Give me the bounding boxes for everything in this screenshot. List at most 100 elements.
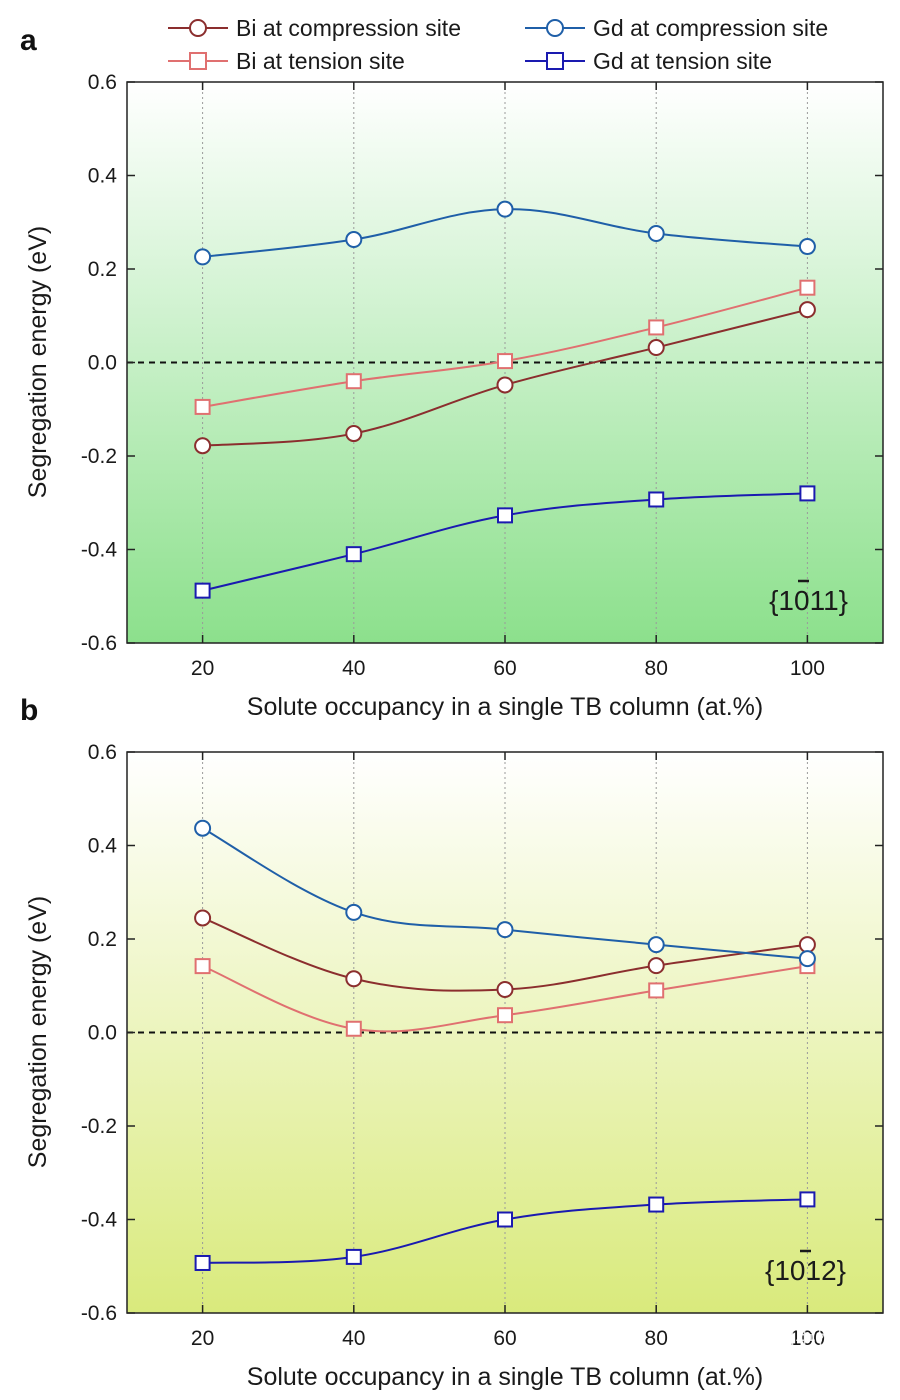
watermark: 重庆大学图书馆 — [639, 1324, 837, 1356]
ticks-b: 20 40 60 80 100 0.6 0.4 0.2 0.0 -0.2 -0.4 -0.6 — [81, 741, 883, 1350]
y-tick-label-1: 0.4 — [88, 835, 118, 858]
series-bi-at-compression-site — [194, 909, 816, 998]
data-point-bi-at-compression-site-40 — [345, 970, 363, 988]
series-bi-at-compression-site — [194, 301, 816, 455]
y-axis-label-b: Segregation energy (eV) — [24, 896, 52, 1168]
y-tick-label-0: 0.6 — [88, 71, 117, 94]
legend-marker-bi-tension — [189, 52, 207, 70]
x-axis-label-a: Solute occupancy in a single TB column (… — [247, 693, 763, 721]
watermark-logo-icon — [639, 1324, 671, 1356]
panel-a: a 20 40 60 80 100 0.6 0.4 0.2 0.0 -0.2 -0.4 -0.6 {1… — [20, 24, 884, 721]
data-point-gd-at-compression-site-80 — [647, 224, 665, 242]
watermark-text: 重庆大学图书馆 — [690, 1330, 837, 1353]
data-point-bi-at-tension-site-80 — [648, 319, 665, 336]
legend-item-bi-tension: Bi at tension site — [168, 48, 405, 74]
panel-b: b 20 40 60 80 100 0.6 0.4 0.2 0.0 -0.2 -0.4 -0.6 {1… — [20, 694, 884, 1391]
series-gd-at-tension-site — [194, 1191, 816, 1271]
ticks-a: 20 40 60 80 100 0.6 0.4 0.2 0.0 -0.2 -0.4 -0.6 — [81, 71, 883, 680]
facet-label-a: {1011} — [769, 585, 848, 616]
series-gd-at-compression-site — [194, 200, 816, 266]
data-point-gd-at-compression-site-60 — [496, 200, 514, 218]
series-group-b — [194, 819, 816, 1271]
x-axis-label-b: Solute occupancy in a single TB column (… — [247, 1363, 763, 1391]
x-tick-label-2: 60 — [493, 657, 516, 680]
y-tick-label-3: 0.0 — [88, 1022, 117, 1045]
data-point-bi-at-compression-site-20 — [194, 437, 212, 455]
data-point-bi-at-tension-site-20 — [194, 398, 211, 415]
y-tick-label-1: 0.4 — [88, 165, 118, 188]
data-point-gd-at-tension-site-100 — [799, 485, 816, 502]
data-point-gd-at-tension-site-40 — [345, 1248, 362, 1265]
panel-letter-a: a — [20, 24, 37, 57]
data-point-gd-at-compression-site-60 — [496, 921, 514, 939]
data-point-bi-at-compression-site-60 — [496, 980, 514, 998]
data-point-gd-at-tension-site-20 — [194, 582, 211, 599]
y-tick-label-2: 0.2 — [88, 928, 117, 951]
series-bi-at-tension-site — [194, 958, 816, 1037]
x-tick-label-4: 100 — [790, 1327, 825, 1350]
x-tick-label-4: 100 — [790, 657, 825, 680]
facet-overbar-digit-a1: 1 — [810, 585, 825, 616]
data-point-bi-at-tension-site-100 — [799, 279, 816, 296]
x-tick-label-3: 80 — [645, 657, 668, 680]
data-point-bi-at-tension-site-40 — [345, 1020, 362, 1037]
data-point-gd-at-tension-site-80 — [648, 1196, 665, 1213]
y-tick-label-6: -0.6 — [81, 632, 117, 655]
series-gd-at-compression-site — [194, 819, 816, 968]
data-point-gd-at-tension-site-40 — [345, 546, 362, 563]
x-tick-label-0: 20 — [191, 1327, 214, 1350]
y-tick-label-4: -0.2 — [81, 1115, 117, 1138]
legend-marker-gd-tension — [546, 52, 564, 70]
y-tick-label-0: 0.6 — [88, 741, 117, 764]
legend-item-bi-compression: Bi at compression site — [168, 15, 461, 41]
y-tick-label-5: -0.4 — [81, 539, 118, 562]
legend-label-gd-compression: Gd at compression site — [593, 15, 828, 41]
data-point-bi-at-compression-site-100 — [798, 301, 816, 319]
data-point-gd-at-compression-site-20 — [194, 819, 212, 837]
data-point-bi-at-tension-site-80 — [648, 982, 665, 999]
x-tick-label-3: 80 — [645, 1327, 668, 1350]
data-point-bi-at-tension-site-60 — [497, 353, 513, 370]
data-point-gd-at-tension-site-60 — [497, 1211, 513, 1228]
legend-label-gd-tension: Gd at tension site — [593, 48, 772, 74]
data-point-gd-at-tension-site-100 — [799, 1191, 816, 1208]
data-point-gd-at-compression-site-80 — [647, 936, 665, 954]
x-tick-label-1: 40 — [342, 1327, 365, 1350]
data-point-bi-at-tension-site-40 — [345, 373, 362, 390]
panel-letter-b: b — [20, 694, 38, 727]
data-point-gd-at-tension-site-60 — [497, 507, 513, 524]
data-point-bi-at-compression-site-60 — [496, 376, 514, 394]
data-point-bi-at-tension-site-60 — [497, 1007, 513, 1024]
x-tick-label-0: 20 — [191, 657, 214, 680]
data-point-gd-at-compression-site-100 — [798, 238, 816, 256]
data-point-gd-at-compression-site-40 — [345, 903, 363, 921]
legend-marker-gd-compression — [546, 19, 564, 37]
data-point-gd-at-compression-site-40 — [345, 231, 363, 249]
data-point-gd-at-tension-site-20 — [194, 1254, 211, 1271]
y-axis-label-a: Segregation energy (eV) — [24, 226, 52, 498]
legend-marker-bi-compression — [189, 19, 207, 37]
legend-item-gd-compression: Gd at compression site — [525, 15, 828, 41]
y-tick-label-5: -0.4 — [81, 1209, 118, 1232]
series-bi-at-tension-site — [194, 279, 816, 415]
data-point-bi-at-tension-site-20 — [194, 958, 211, 975]
series-group-a — [194, 200, 816, 599]
data-point-gd-at-tension-site-80 — [648, 491, 665, 508]
y-tick-label-6: -0.6 — [81, 1302, 117, 1325]
x-tick-label-1: 40 — [342, 657, 365, 680]
y-tick-label-3: 0.0 — [88, 352, 117, 375]
x-tick-label-2: 60 — [493, 1327, 516, 1350]
data-point-bi-at-compression-site-40 — [345, 425, 363, 443]
data-point-bi-at-compression-site-80 — [647, 339, 665, 357]
data-point-gd-at-compression-site-100 — [798, 950, 816, 968]
facet-label-b: {1012} — [765, 1255, 846, 1286]
data-point-bi-at-compression-site-100 — [798, 936, 816, 954]
legend: Bi at compression site Bi at tension sit… — [168, 15, 828, 74]
series-gd-at-tension-site — [194, 485, 816, 599]
y-tick-label-2: 0.2 — [88, 258, 117, 281]
legend-label-bi-tension: Bi at tension site — [236, 48, 405, 74]
data-point-bi-at-compression-site-20 — [194, 909, 212, 927]
y-tick-label-4: -0.2 — [81, 445, 117, 468]
legend-label-bi-compression: Bi at compression site — [236, 15, 461, 41]
